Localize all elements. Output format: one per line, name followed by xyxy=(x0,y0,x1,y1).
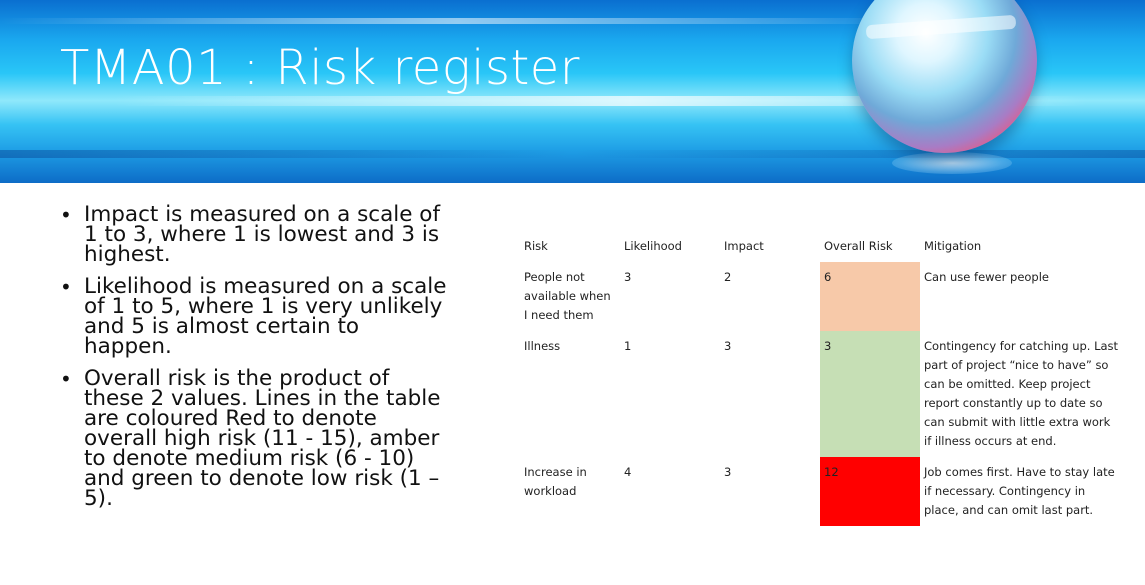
cell-mitigation: Contingency for catching up. Last part o… xyxy=(924,339,1119,448)
header-mitigation: Mitigation xyxy=(924,239,982,253)
table-row: Increase in workload 4 3 12 Job comes fi… xyxy=(520,457,1123,526)
banner-streak xyxy=(0,96,1145,106)
table-row: Illness 1 3 3 Contingency for catching u… xyxy=(520,331,1123,457)
bullet-dot-icon: • xyxy=(60,203,72,227)
cell-overall-risk: 3 xyxy=(820,331,920,457)
cell-risk: People not available when I need them xyxy=(524,270,611,322)
risk-register-table: Risk Likelihood Impact Overall Risk Miti… xyxy=(520,232,1123,526)
header-banner: TMA01 : Risk register xyxy=(0,0,1145,183)
bullet-list: • Impact is measured on a scale of 1 to 3… xyxy=(58,202,448,521)
cell-overall-risk: 12 xyxy=(820,457,920,526)
header-overall-risk: Overall Risk xyxy=(824,239,893,253)
bullet-text: Impact is measured on a scale of 1 to 3,… xyxy=(84,202,441,267)
bullet-text: Overall risk is the product of these 2 v… xyxy=(84,366,441,511)
header-impact: Impact xyxy=(724,239,764,253)
cell-risk: Increase in workload xyxy=(524,465,587,498)
cell-risk: Illness xyxy=(524,339,561,353)
bullet-dot-icon: • xyxy=(60,275,72,299)
table-header-row: Risk Likelihood Impact Overall Risk Miti… xyxy=(520,232,1123,262)
cell-likelihood: 3 xyxy=(624,270,632,284)
header-likelihood: Likelihood xyxy=(624,239,682,253)
cell-impact: 3 xyxy=(724,339,732,353)
cell-overall-risk: 6 xyxy=(820,262,920,331)
bullet-text: Likelihood is measured on a scale of 1 t… xyxy=(84,274,447,359)
bullet-item: • Overall risk is the product of these 2 … xyxy=(58,366,448,511)
cell-impact: 2 xyxy=(724,270,732,284)
banner-streak xyxy=(0,18,1145,24)
slide-title: TMA01 : Risk register xyxy=(60,40,581,96)
cell-likelihood: 1 xyxy=(624,339,632,353)
globe-reflection xyxy=(892,152,1012,174)
cell-mitigation: Can use fewer people xyxy=(924,270,1050,284)
header-risk: Risk xyxy=(524,239,548,253)
table-row: People not available when I need them 3 … xyxy=(520,262,1123,331)
cell-likelihood: 4 xyxy=(624,465,632,479)
cell-mitigation: Job comes first. Have to stay late if ne… xyxy=(924,465,1115,517)
bullet-dot-icon: • xyxy=(60,367,72,391)
glass-globe-image xyxy=(852,0,1037,153)
banner-streak xyxy=(0,150,1145,158)
bullet-item: • Likelihood is measured on a scale of 1 … xyxy=(58,274,448,359)
bullet-item: • Impact is measured on a scale of 1 to 3… xyxy=(58,202,448,267)
cell-impact: 3 xyxy=(724,465,732,479)
